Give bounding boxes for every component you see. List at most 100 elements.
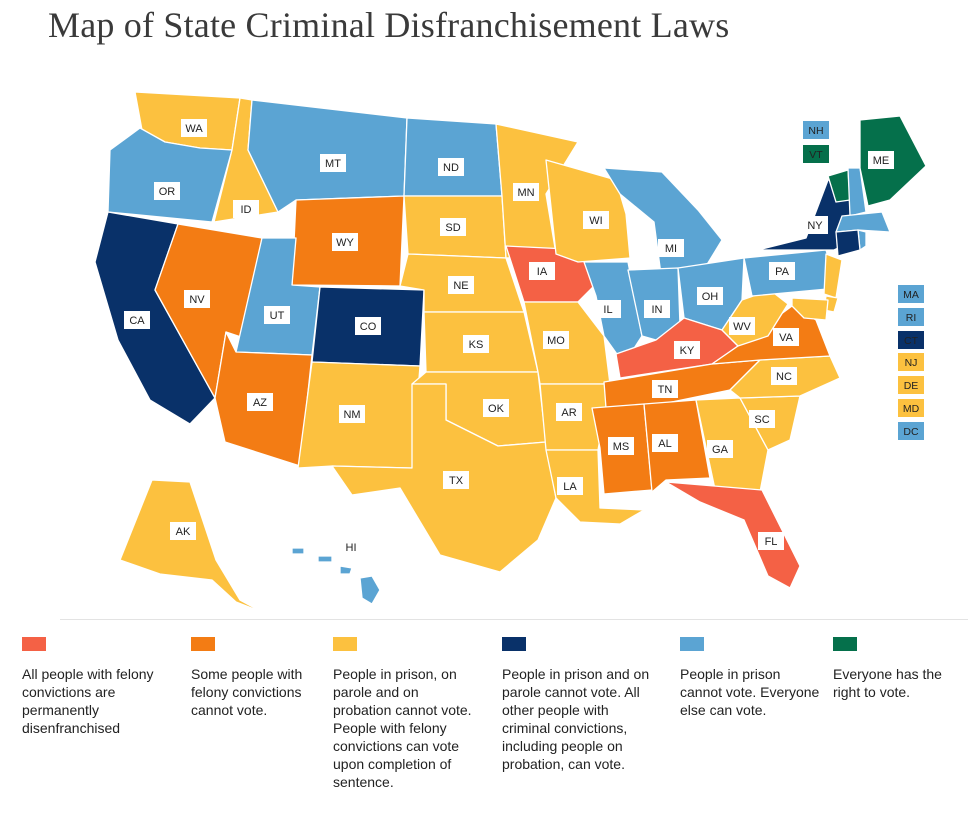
state-label-hi: HI	[338, 538, 364, 556]
state-label-ar: AR	[556, 403, 582, 421]
state-nj[interactable]	[823, 253, 843, 299]
svg-text:VT: VT	[809, 149, 823, 161]
legend-text: All people with felony convictions are p…	[22, 666, 154, 736]
svg-text:NY: NY	[807, 220, 823, 232]
legend-text: People in prison, on parole and on proba…	[333, 666, 472, 790]
svg-text:MI: MI	[665, 243, 677, 255]
legend-item-prison-parole-probation: People in prison, on parole and on proba…	[333, 637, 476, 791]
state-la[interactable]	[545, 449, 645, 525]
state-nd[interactable]	[403, 117, 503, 197]
state-label-nd: ND	[438, 158, 464, 176]
state-ak[interactable]	[119, 479, 263, 613]
svg-text:DE: DE	[904, 380, 919, 392]
svg-text:AR: AR	[561, 407, 576, 419]
small-state-key-md[interactable]: MD	[898, 399, 924, 417]
svg-text:ME: ME	[873, 155, 890, 167]
svg-text:GA: GA	[712, 444, 729, 456]
small-state-key-nh[interactable]: NH	[803, 121, 829, 139]
svg-text:CA: CA	[129, 315, 145, 327]
state-label-ga: GA	[707, 440, 733, 458]
legend-swatch	[502, 637, 526, 651]
state-label-ia: IA	[529, 262, 555, 280]
state-label-id: ID	[233, 200, 259, 218]
svg-text:RI: RI	[906, 312, 917, 324]
small-state-key-ri[interactable]: RI	[898, 308, 924, 326]
svg-text:FL: FL	[765, 536, 778, 548]
state-label-co: CO	[355, 317, 381, 335]
state-fl[interactable]	[665, 481, 801, 589]
state-label-oh: OH	[697, 287, 723, 305]
svg-text:AZ: AZ	[253, 397, 267, 409]
svg-text:NM: NM	[343, 409, 360, 421]
small-state-key-ct[interactable]: CT	[898, 331, 924, 349]
state-nh[interactable]	[847, 167, 867, 217]
state-label-me: ME	[868, 151, 894, 169]
state-label-in: IN	[644, 300, 670, 318]
svg-text:MD: MD	[903, 403, 920, 415]
svg-text:VA: VA	[779, 332, 794, 344]
state-label-nm: NM	[339, 405, 365, 423]
state-hi[interactable]	[291, 547, 381, 605]
small-state-key-vt[interactable]: VT	[803, 145, 829, 163]
state-label-sd: SD	[440, 218, 466, 236]
state-label-ks: KS	[463, 335, 489, 353]
svg-text:DC: DC	[903, 426, 919, 438]
state-label-mn: MN	[513, 183, 539, 201]
svg-text:SD: SD	[445, 222, 460, 234]
legend-swatch	[680, 637, 704, 651]
state-label-az: AZ	[247, 393, 273, 411]
state-label-ak: AK	[170, 522, 196, 540]
svg-text:TN: TN	[658, 384, 673, 396]
small-state-key-nj[interactable]: NJ	[898, 353, 924, 371]
svg-text:OK: OK	[488, 403, 505, 415]
svg-text:MA: MA	[903, 289, 919, 301]
svg-text:AL: AL	[658, 438, 671, 450]
svg-text:ND: ND	[443, 162, 459, 174]
small-state-key-ma[interactable]: MA	[898, 285, 924, 303]
legend-item-prison-parole: People in prison and on parole cannot vo…	[502, 637, 660, 773]
svg-text:NH: NH	[808, 125, 823, 137]
state-label-fl: FL	[758, 532, 784, 550]
svg-text:IN: IN	[652, 304, 663, 316]
state-md[interactable]	[791, 297, 829, 321]
divider	[60, 619, 968, 620]
svg-text:NJ: NJ	[905, 357, 918, 369]
svg-text:LA: LA	[563, 481, 577, 493]
state-label-wv: WV	[729, 317, 755, 335]
state-ct[interactable]	[835, 229, 861, 257]
state-ma[interactable]	[835, 211, 891, 233]
legend-swatch	[333, 637, 357, 651]
state-label-va: VA	[773, 328, 799, 346]
svg-text:WI: WI	[589, 215, 602, 227]
svg-text:IA: IA	[537, 266, 548, 278]
state-label-nv: NV	[184, 290, 210, 308]
svg-text:CT: CT	[904, 335, 919, 347]
svg-text:AK: AK	[176, 526, 191, 538]
svg-text:ID: ID	[241, 204, 252, 216]
svg-text:NC: NC	[776, 371, 792, 383]
svg-text:KY: KY	[680, 345, 695, 357]
state-label-ok: OK	[483, 399, 509, 417]
state-or[interactable]	[107, 127, 233, 223]
state-label-il: IL	[595, 300, 621, 318]
svg-text:IL: IL	[603, 304, 612, 316]
legend-swatch	[191, 637, 215, 651]
svg-text:WA: WA	[185, 123, 203, 135]
legend-item-everyone: Everyone has the right to vote.	[833, 637, 963, 701]
state-label-ms: MS	[608, 437, 634, 455]
small-state-key-dc[interactable]: DC	[898, 422, 924, 440]
svg-text:NE: NE	[453, 280, 468, 292]
legend-item-permanent: All people with felony convictions are p…	[22, 637, 177, 737]
state-label-wa: WA	[181, 119, 207, 137]
svg-text:SC: SC	[754, 414, 769, 426]
svg-text:MO: MO	[547, 335, 565, 347]
svg-text:CO: CO	[360, 321, 377, 333]
small-state-key-de[interactable]: DE	[898, 376, 924, 394]
state-label-mi: MI	[658, 239, 684, 257]
svg-text:MS: MS	[613, 441, 630, 453]
state-label-ny: NY	[802, 216, 828, 234]
svg-text:NV: NV	[189, 294, 205, 306]
legend-text: People in prison cannot vote. Everyone e…	[680, 666, 820, 718]
legend-text: Everyone has the right to vote.	[833, 666, 942, 700]
state-label-sc: SC	[749, 410, 775, 428]
